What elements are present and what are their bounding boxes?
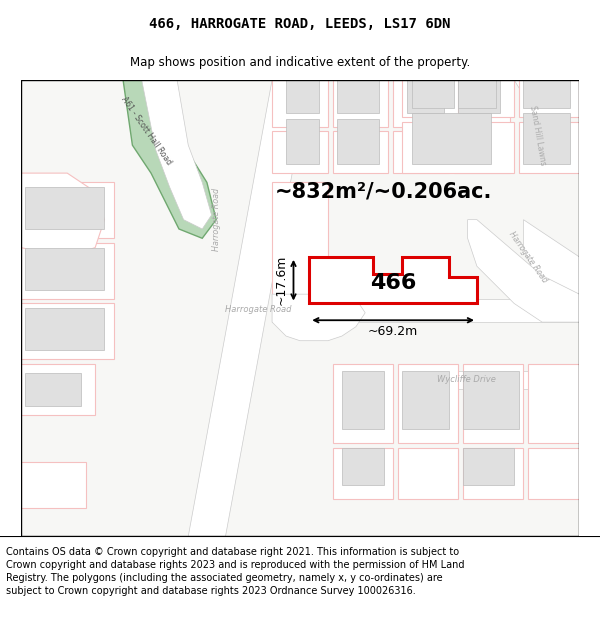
Polygon shape: [421, 371, 580, 389]
Text: Harrogate Road: Harrogate Road: [507, 229, 549, 284]
Polygon shape: [20, 462, 86, 508]
Polygon shape: [403, 371, 449, 429]
Polygon shape: [523, 80, 570, 108]
Polygon shape: [25, 187, 104, 229]
Text: ~17.6m: ~17.6m: [275, 255, 288, 306]
Polygon shape: [519, 122, 580, 173]
Polygon shape: [20, 304, 114, 359]
Polygon shape: [25, 373, 81, 406]
Polygon shape: [20, 243, 114, 299]
Text: 466: 466: [370, 273, 416, 293]
Polygon shape: [463, 371, 519, 429]
Polygon shape: [272, 80, 328, 126]
Text: Harrogate Road: Harrogate Road: [212, 188, 221, 251]
Polygon shape: [342, 448, 384, 485]
Polygon shape: [514, 80, 580, 141]
Polygon shape: [286, 80, 319, 112]
Polygon shape: [454, 80, 509, 126]
Polygon shape: [286, 119, 319, 164]
Polygon shape: [393, 131, 449, 173]
Polygon shape: [123, 80, 216, 238]
Polygon shape: [272, 131, 328, 173]
Text: Harrogate Road: Harrogate Road: [225, 306, 292, 314]
Polygon shape: [272, 182, 328, 299]
Polygon shape: [519, 80, 580, 118]
Polygon shape: [398, 448, 458, 499]
Polygon shape: [403, 80, 458, 118]
Text: Sand Hill Lawns: Sand Hill Lawns: [528, 105, 547, 166]
Polygon shape: [463, 448, 514, 485]
Polygon shape: [523, 112, 570, 164]
Polygon shape: [463, 80, 514, 118]
Polygon shape: [528, 448, 580, 499]
Polygon shape: [310, 257, 477, 304]
Polygon shape: [412, 112, 491, 164]
Polygon shape: [25, 308, 104, 350]
Polygon shape: [142, 80, 212, 229]
Text: Map shows position and indicative extent of the property.: Map shows position and indicative extent…: [130, 56, 470, 69]
Polygon shape: [332, 80, 388, 126]
Polygon shape: [332, 364, 393, 443]
Text: Contains OS data © Crown copyright and database right 2021. This information is : Contains OS data © Crown copyright and d…: [6, 547, 464, 596]
Polygon shape: [337, 80, 379, 112]
Polygon shape: [20, 173, 104, 257]
Polygon shape: [467, 219, 580, 322]
Polygon shape: [463, 448, 523, 499]
Polygon shape: [528, 364, 580, 443]
Polygon shape: [463, 364, 523, 443]
Polygon shape: [188, 80, 310, 536]
Polygon shape: [337, 119, 379, 164]
Polygon shape: [412, 80, 454, 108]
Polygon shape: [342, 371, 384, 429]
Polygon shape: [458, 80, 500, 112]
Polygon shape: [20, 182, 114, 238]
Text: A61 - Scott Hall Road: A61 - Scott Hall Road: [119, 96, 173, 167]
Text: ~69.2m: ~69.2m: [368, 325, 418, 338]
Polygon shape: [272, 299, 580, 322]
Polygon shape: [407, 80, 445, 112]
Polygon shape: [332, 131, 388, 173]
Polygon shape: [25, 248, 104, 289]
Polygon shape: [272, 294, 365, 341]
Polygon shape: [20, 364, 95, 415]
Text: Wycliffe Drive: Wycliffe Drive: [437, 376, 496, 384]
Polygon shape: [398, 364, 458, 443]
Polygon shape: [458, 80, 496, 108]
Polygon shape: [332, 448, 393, 499]
Text: 466, HARROGATE ROAD, LEEDS, LS17 6DN: 466, HARROGATE ROAD, LEEDS, LS17 6DN: [149, 17, 451, 31]
Polygon shape: [393, 80, 449, 126]
Polygon shape: [20, 80, 580, 536]
Polygon shape: [454, 131, 509, 173]
Text: ~832m²/~0.206ac.: ~832m²/~0.206ac.: [275, 182, 493, 202]
Polygon shape: [403, 122, 514, 173]
Polygon shape: [523, 219, 580, 294]
